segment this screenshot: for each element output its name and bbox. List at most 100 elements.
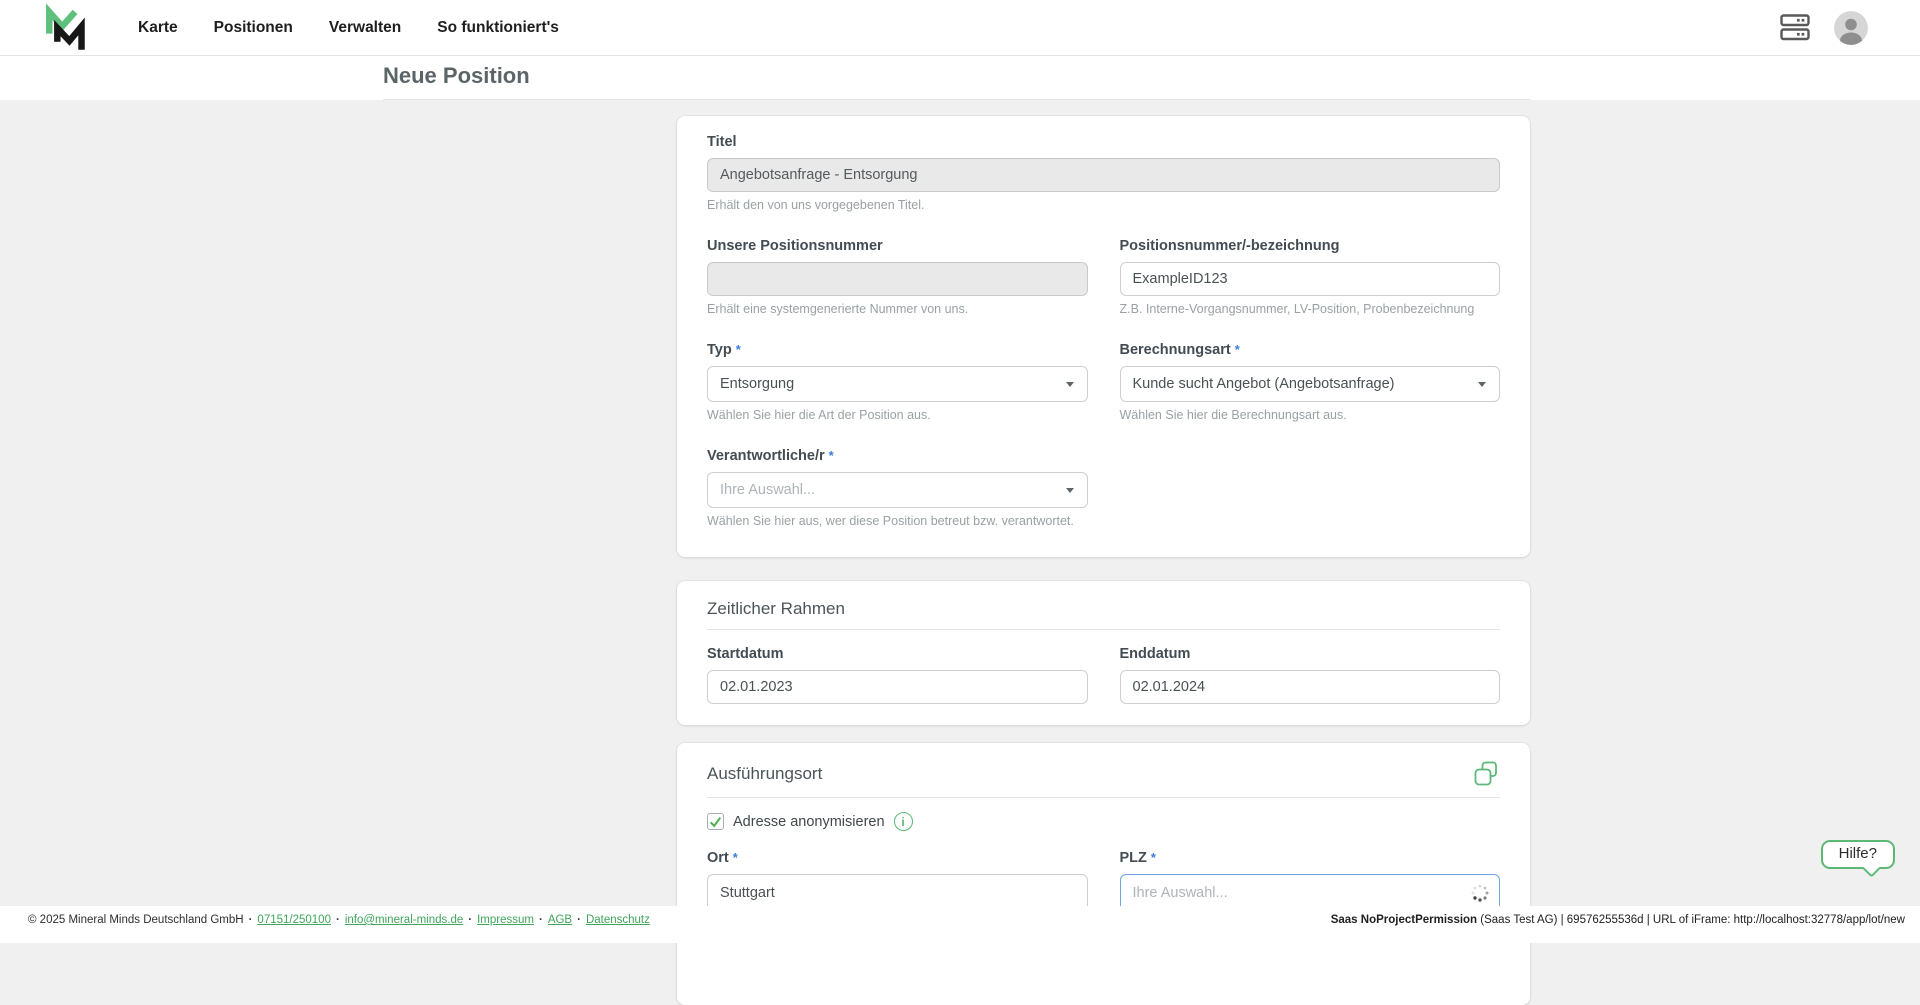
footer-link-datenschutz[interactable]: Datenschutz bbox=[585, 914, 650, 926]
enddatum-label-text: Enddatum bbox=[1119, 646, 1191, 662]
info-icon[interactable]: i bbox=[893, 812, 913, 831]
chevron-down-icon bbox=[1065, 382, 1074, 387]
footer: © 2025 Mineral Minds Deutschland GmbH · 07… bbox=[0, 906, 1920, 943]
footer-saas-details: (Saas Test AG) | 69576255536d | URL of i… bbox=[1477, 914, 1905, 926]
required-asterisk: * bbox=[828, 448, 834, 463]
titel-label-text: Titel bbox=[707, 134, 737, 150]
typ-helper: Wählen Sie hier die Art der Position aus… bbox=[707, 408, 931, 422]
footer-separator: · bbox=[335, 914, 340, 926]
field-verantwortliche: Verantwortliche/r * Ihre Auswahl... Wähle… bbox=[707, 448, 1088, 528]
titel-input bbox=[707, 158, 1500, 192]
verantwortliche-label-text: Verantwortliche/r bbox=[707, 448, 825, 464]
top-navbar: Karte Positionen Verwalten So funktionie… bbox=[0, 0, 1920, 56]
header-divider bbox=[383, 99, 1530, 100]
berechnungsart-select-value: Kunde sucht Angebot (Angebotsanfrage) bbox=[1132, 376, 1395, 392]
verantwortliche-label: Verantwortliche/r * bbox=[707, 448, 1088, 464]
footer-left: © 2025 Mineral Minds Deutschland GmbH · 07… bbox=[28, 914, 650, 926]
titel-helper: Erhält den von uns vorgegebenen Titel. bbox=[707, 198, 925, 212]
footer-link-impressum[interactable]: Impressum bbox=[477, 914, 534, 926]
footer-separator: · bbox=[538, 914, 543, 926]
field-enddatum: Enddatum bbox=[1119, 646, 1501, 704]
startdatum-label-text: Startdatum bbox=[707, 646, 784, 662]
required-asterisk: * bbox=[1234, 342, 1240, 357]
positionsnummer-input[interactable] bbox=[1119, 262, 1500, 296]
help-button[interactable]: Hilfe? bbox=[1820, 840, 1895, 869]
plz-label-text: PLZ bbox=[1119, 850, 1147, 866]
plz-input[interactable] bbox=[1119, 874, 1500, 912]
card-divider bbox=[707, 797, 1500, 798]
footer-environment-info: Saas NoProjectPermission (Saas Test AG) … bbox=[1331, 914, 1905, 926]
typ-select[interactable]: Entsorgung bbox=[707, 366, 1088, 402]
verantwortliche-select-placeholder: Ihre Auswahl... bbox=[720, 482, 816, 498]
required-asterisk: * bbox=[1150, 850, 1156, 865]
footer-separator: · bbox=[248, 914, 253, 926]
typ-select-value: Entsorgung bbox=[720, 376, 795, 392]
user-avatar-icon[interactable] bbox=[1834, 10, 1868, 45]
positionsnummer-helper: Z.B. Interne-Vorgangsnummer, LV-Position… bbox=[1119, 302, 1475, 316]
footer-saas-name: Saas NoProjectPermission bbox=[1330, 914, 1478, 926]
chevron-down-icon bbox=[1478, 382, 1486, 387]
card-zeitlicher-rahmen: Zeitlicher Rahmen Startdatum Enddatum bbox=[677, 581, 1530, 725]
footer-separator: · bbox=[468, 914, 473, 926]
positionsnummer-label-text: Positionsnummer/-bezeichnung bbox=[1119, 238, 1340, 254]
required-asterisk: * bbox=[732, 850, 738, 865]
required-asterisk: * bbox=[735, 342, 741, 357]
field-typ: Typ * Entsorgung Wählen Sie hier die Art … bbox=[707, 342, 1088, 422]
positionsnummer-label: Positionsnummer/-bezeichnung bbox=[1120, 238, 1501, 254]
anonymize-label: Adresse anonymisieren bbox=[733, 813, 885, 830]
typ-label: Typ * bbox=[707, 342, 1088, 358]
field-ort: Ort * bbox=[707, 850, 1088, 912]
footer-separator: · bbox=[577, 914, 581, 926]
unsere-positionsnummer-helper: Erhält eine systemgenerierte Nummer von … bbox=[707, 302, 969, 316]
loading-spinner-icon bbox=[1471, 884, 1489, 902]
mineral-minds-logo-icon bbox=[46, 2, 85, 50]
card-divider bbox=[707, 629, 1500, 630]
page-title: Neue Position bbox=[383, 63, 530, 88]
field-plz: PLZ * bbox=[1119, 850, 1501, 912]
help-button-label: Hilfe? bbox=[1838, 845, 1877, 862]
unsere-positionsnummer-label: Unsere Positionsnummer bbox=[707, 238, 1088, 254]
checkmark-icon bbox=[710, 817, 722, 828]
footer-copyright: © 2025 Mineral Minds Deutschland GmbH bbox=[28, 914, 244, 926]
nav-item-so-funktionierts[interactable]: So funktioniert's bbox=[437, 18, 559, 36]
chevron-down-icon bbox=[1065, 488, 1074, 493]
startdatum-label: Startdatum bbox=[707, 646, 1088, 662]
field-unsere-positionsnummer: Unsere Positionsnummer Erhält eine syste… bbox=[707, 238, 1088, 316]
anonymize-row: Adresse anonymisieren i bbox=[707, 812, 1500, 831]
field-positionsnummer: Positionsnummer/-bezeichnung Z.B. Intern… bbox=[1119, 238, 1501, 316]
copy-icon[interactable] bbox=[1474, 761, 1500, 787]
nav-item-verwalten[interactable]: Verwalten bbox=[328, 18, 402, 36]
verantwortliche-helper: Wählen Sie hier aus, wer diese Position … bbox=[707, 514, 1074, 528]
enddatum-label: Enddatum bbox=[1120, 646, 1501, 662]
nav-right-icons bbox=[1780, 10, 1868, 45]
ort-input[interactable] bbox=[707, 874, 1088, 912]
berechnungsart-helper: Wählen Sie hier die Berechnungsart aus. bbox=[1119, 408, 1347, 422]
startdatum-input[interactable] bbox=[707, 670, 1088, 704]
ort-label-text: Ort bbox=[707, 850, 729, 866]
page-header: Neue Position bbox=[0, 55, 1920, 100]
footer-link-phone[interactable]: 07151/250100 bbox=[257, 914, 331, 926]
berechnungsart-label-text: Berechnungsart bbox=[1119, 342, 1231, 358]
berechnungsart-label: Berechnungsart * bbox=[1120, 342, 1501, 358]
typ-label-text: Typ bbox=[707, 342, 732, 358]
dns-server-icon[interactable] bbox=[1780, 14, 1810, 41]
anonymize-checkbox[interactable] bbox=[707, 813, 724, 830]
card-ausfuehrungsort: Ausführungsort Adresse anonymisieren i O… bbox=[677, 743, 1530, 1005]
field-startdatum: Startdatum bbox=[707, 646, 1088, 704]
unsere-positionsnummer-input bbox=[707, 262, 1088, 296]
field-berechnungsart: Berechnungsart * Kunde sucht Angebot (Ang… bbox=[1119, 342, 1501, 422]
logo-link[interactable] bbox=[44, 2, 90, 53]
main-nav: Karte Positionen Verwalten So funktionie… bbox=[138, 19, 559, 37]
footer-link-agb[interactable]: AGB bbox=[547, 914, 573, 926]
berechnungsart-select[interactable]: Kunde sucht Angebot (Angebotsanfrage) bbox=[1119, 366, 1500, 402]
nav-item-karte[interactable]: Karte bbox=[138, 18, 178, 36]
verantwortliche-select[interactable]: Ihre Auswahl... bbox=[707, 472, 1088, 508]
enddatum-input[interactable] bbox=[1119, 670, 1500, 704]
field-titel: Titel Erhält den von uns vorgegebenen Ti… bbox=[707, 134, 1500, 212]
footer-link-email[interactable]: info@mineral-minds.de bbox=[344, 914, 464, 926]
plz-label: PLZ * bbox=[1120, 850, 1501, 866]
card-position-details: Titel Erhält den von uns vorgegebenen Ti… bbox=[677, 116, 1530, 557]
nav-item-positionen[interactable]: Positionen bbox=[213, 18, 293, 36]
titel-label: Titel bbox=[707, 134, 1500, 150]
ausfuehrungsort-title: Ausführungsort bbox=[707, 764, 823, 783]
